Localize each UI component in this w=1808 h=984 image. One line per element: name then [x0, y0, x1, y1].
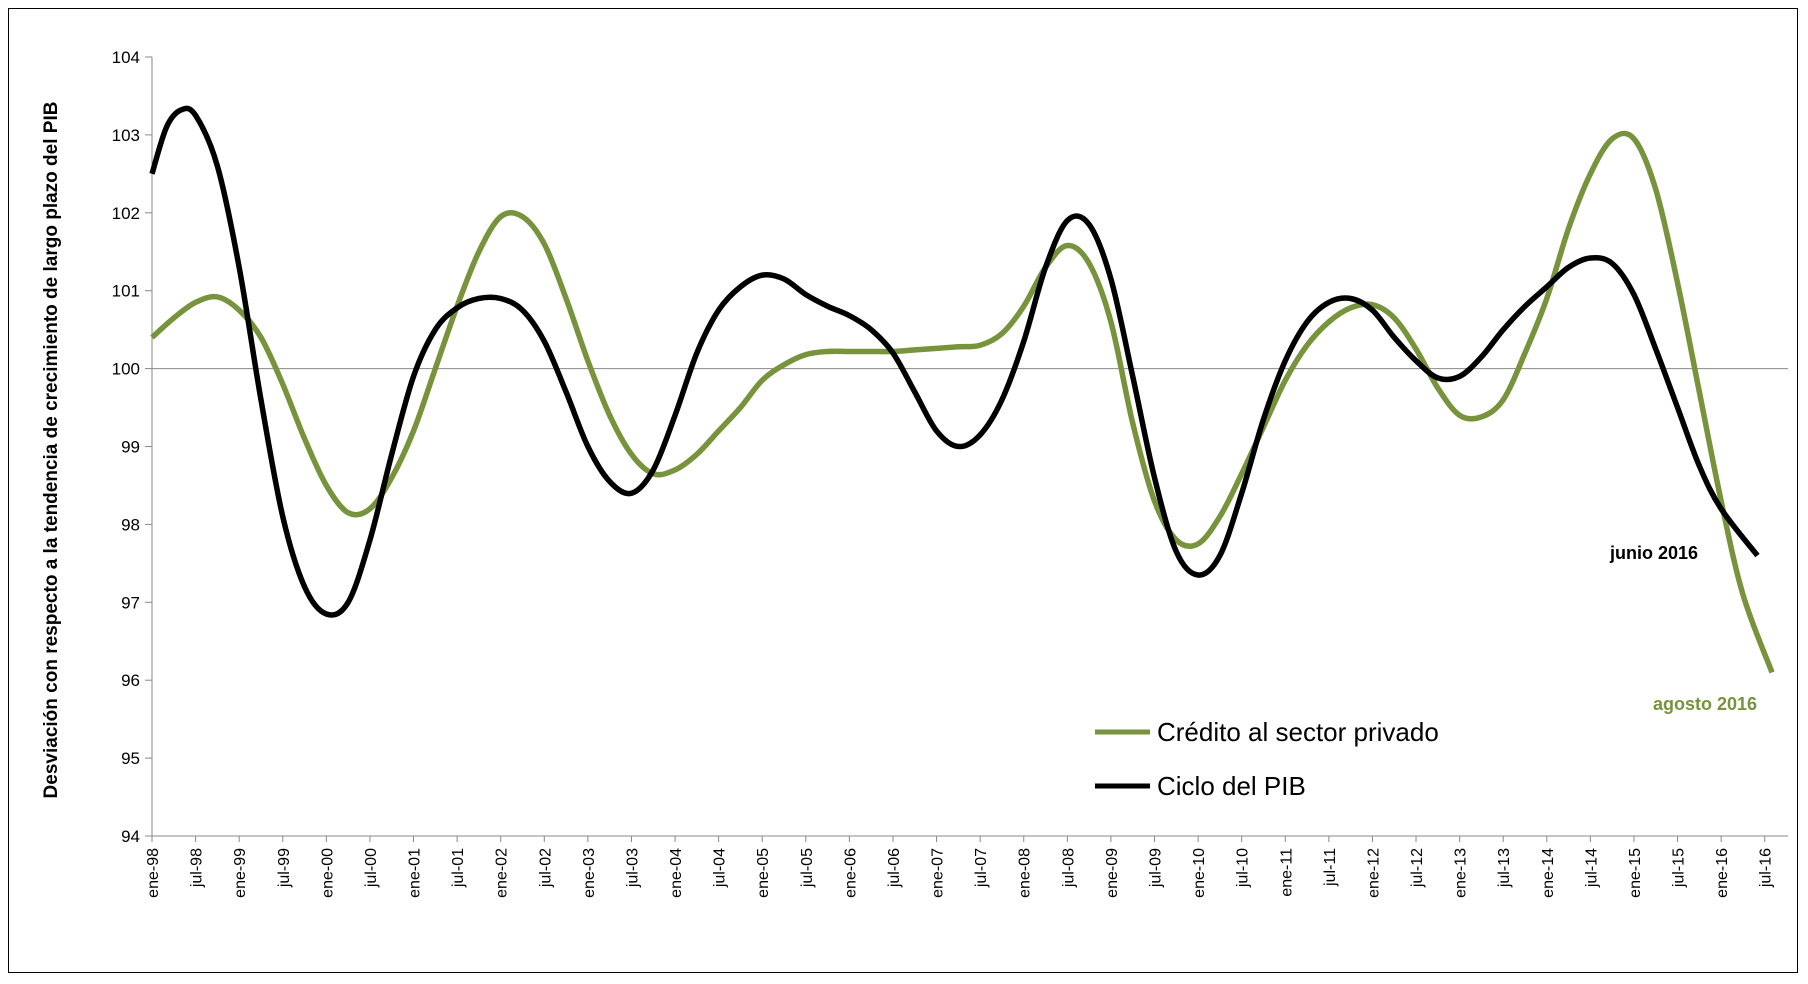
y-tick-label: 104 [112, 48, 140, 67]
x-tick-label: ene-02 [494, 848, 511, 898]
x-tick-label: jul-15 [1671, 848, 1688, 888]
x-tick-label: ene-13 [1453, 848, 1470, 898]
x-tick-label: ene-12 [1365, 848, 1382, 898]
x-tick-label: ene-14 [1540, 848, 1557, 898]
x-tick-label: ene-08 [1017, 848, 1034, 898]
x-tick-label: jul-05 [799, 848, 816, 888]
x-tick-label: ene-09 [1104, 848, 1121, 898]
x-tick-label: ene-07 [930, 848, 947, 898]
y-tick-label: 100 [112, 360, 140, 379]
x-tick-label: ene-99 [232, 848, 249, 898]
y-tick-label: 102 [112, 204, 140, 223]
series-ciclo-del-pib [149, 105, 1760, 618]
series-layer [149, 105, 1775, 674]
y-tick-label: 96 [121, 671, 140, 690]
x-tick-label: ene-16 [1714, 848, 1731, 898]
x-axis: ene-98 jul-98 ene-99 jul-99 ene-00 jul-00 ene-… [145, 368, 1788, 898]
y-tick-label: 101 [112, 282, 140, 301]
x-tick-label: ene-11 [1278, 848, 1295, 897]
legend-label-credito: Crédito al sector privado [1157, 717, 1439, 747]
x-tick-label: ene-15 [1627, 848, 1644, 898]
x-tick-label: ene-98 [145, 848, 162, 898]
y-tick-label: 99 [121, 438, 140, 457]
x-tick-label: jul-12 [1409, 848, 1426, 888]
legend: Crédito al sector privado Ciclo del PIB [1095, 717, 1439, 801]
x-tick-label: jul-07 [973, 848, 990, 888]
annotation-junio-2016: junio 2016 [1609, 543, 1698, 563]
x-tick-label: jul-08 [1060, 848, 1077, 888]
y-axis: 94 95 96 97 98 99 100 101 102 103 104 [112, 48, 153, 846]
y-tick-label: 95 [121, 749, 140, 768]
x-tick-label: jul-98 [189, 848, 206, 888]
annotation-agosto-2016: agosto 2016 [1653, 694, 1757, 714]
x-tick-label: jul-03 [624, 848, 641, 888]
x-tick-label: ene-01 [407, 848, 424, 898]
x-tick-label: ene-03 [581, 848, 598, 898]
y-tick-label: 94 [121, 827, 140, 846]
x-tick-label: jul-00 [363, 848, 380, 888]
x-tick-label: jul-10 [1235, 848, 1252, 888]
x-tick-label: jul-01 [450, 848, 467, 888]
x-tick-label: ene-04 [668, 848, 685, 898]
x-tick-label: ene-10 [1191, 848, 1208, 898]
legend-label-pib: Ciclo del PIB [1157, 771, 1306, 801]
x-tick-label: jul-16 [1758, 848, 1775, 888]
x-tick-label: ene-05 [755, 848, 772, 898]
x-tick-label: jul-04 [712, 848, 729, 888]
x-tick-label: jul-09 [1148, 848, 1165, 888]
series-credito-al-sector-privado [150, 130, 1775, 674]
y-axis-label: Desviación con respecto a la tendencia d… [41, 102, 62, 799]
x-tick-label: jul-06 [886, 848, 903, 888]
x-tick-label: jul-13 [1496, 848, 1513, 888]
y-tick-label: 98 [121, 515, 140, 534]
x-tick-label: jul-11 [1322, 848, 1339, 887]
x-tick-label: jul-02 [537, 848, 554, 888]
x-tick-label: jul-14 [1583, 848, 1600, 888]
x-tick-label: ene-00 [319, 848, 336, 898]
chart-frame [8, 8, 1798, 973]
y-tick-label: 103 [112, 126, 140, 145]
x-tick-label: ene-06 [842, 848, 859, 898]
x-tick-label: jul-99 [276, 848, 293, 888]
y-tick-label: 97 [121, 593, 140, 612]
